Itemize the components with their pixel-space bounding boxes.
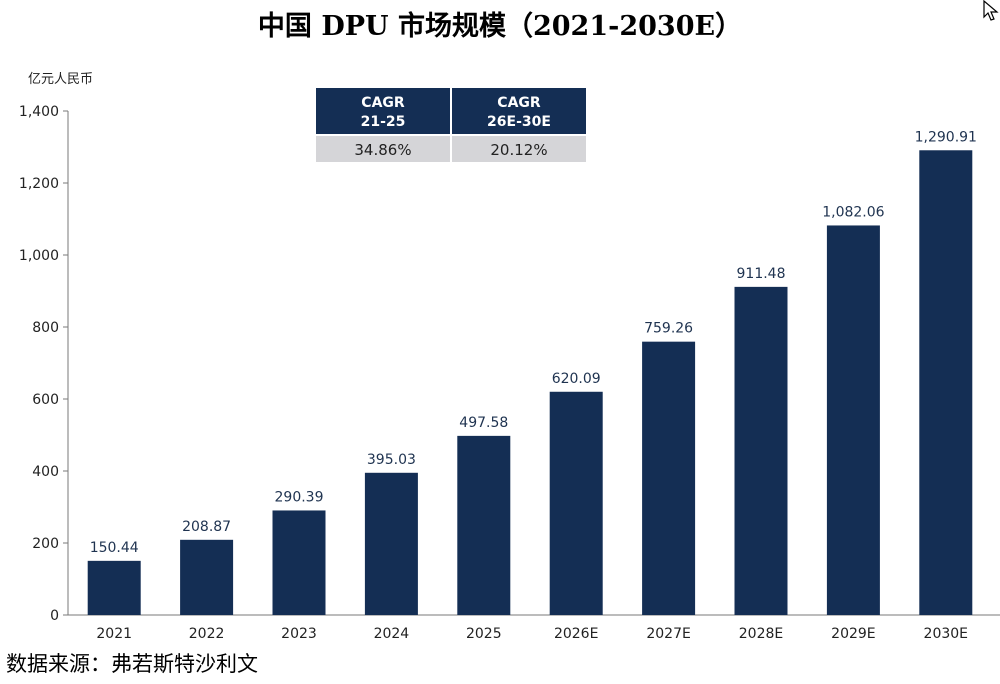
data-source-note: 数据来源：弗若斯特沙利文	[6, 652, 258, 676]
bar	[180, 539, 234, 615]
bar-value-label: 150.44	[90, 540, 139, 556]
y-axis-unit-label: 亿元人民币	[28, 72, 94, 87]
bar-value-label: 1,290.91	[915, 129, 977, 145]
chart-title: 中国 DPU 市场规模（2021-2030E）	[257, 11, 743, 42]
mouse-cursor-icon	[983, 0, 999, 21]
cagr-header-line2: 26E-30E	[487, 114, 551, 130]
x-tick-label: 2029E	[831, 626, 875, 642]
bar	[734, 286, 788, 615]
bar	[642, 341, 696, 615]
cagr-value-cell	[452, 136, 586, 162]
x-tick-label: 2030E	[924, 626, 968, 642]
bar	[826, 225, 880, 615]
y-tick-label: 0	[50, 608, 59, 624]
y-tick-label: 1,200	[19, 176, 59, 192]
y-tick-label: 1,000	[19, 248, 59, 264]
bar	[549, 391, 603, 615]
y-axis: 0 200 400 600 800 1,000 1,200 1,400	[19, 104, 69, 624]
cagr-header-line1: CAGR	[497, 95, 541, 111]
x-tick-label: 2027E	[646, 626, 690, 642]
y-tick-label: 800	[32, 320, 59, 336]
bar-value-label: 759.26	[644, 321, 693, 337]
x-tick-label: 2028E	[739, 626, 783, 642]
cagr-value-cell	[316, 136, 450, 162]
bar	[364, 472, 418, 615]
y-tick-label: 200	[32, 536, 59, 552]
x-tick-label: 2022	[189, 626, 225, 642]
cagr-header-line2: 21-25	[361, 114, 406, 130]
bar	[457, 435, 511, 615]
y-tick-label: 1,400	[19, 104, 59, 120]
bar-value-label: 395.03	[367, 452, 416, 468]
x-tick-label: 2024	[374, 626, 410, 642]
bar-value-label: 1,082.06	[822, 204, 884, 220]
bars: 150.44 208.87 290.39 395.03 497.58 620.09 759.…	[87, 129, 977, 615]
cagr-value: 34.86%	[354, 141, 411, 159]
x-axis: 2021 2022 2023 2024 2025 2026E 2027E 2028E 2029E…	[68, 614, 1000, 642]
bar-value-label: 290.39	[275, 489, 324, 505]
cagr-header-cell	[452, 88, 586, 134]
cagr-header-line1: CAGR	[361, 95, 405, 111]
x-tick-label: 2023	[281, 626, 317, 642]
bar-value-label: 911.48	[737, 266, 786, 282]
x-tick-label: 2026E	[554, 626, 598, 642]
bar	[87, 560, 141, 615]
x-tick-label: 2025	[466, 626, 502, 642]
x-tick-label: 2021	[96, 626, 132, 642]
cagr-table: CAGR 21-25 34.86% CAGR 26E-30E 20.12%	[316, 88, 586, 162]
cagr-header-cell	[316, 88, 450, 134]
bar-value-label: 208.87	[182, 519, 231, 535]
bar	[272, 510, 326, 615]
y-tick-label: 400	[32, 464, 59, 480]
bar-value-label: 620.09	[552, 371, 601, 387]
bar	[919, 150, 973, 615]
cagr-value: 20.12%	[490, 141, 547, 159]
y-tick-label: 600	[32, 392, 59, 408]
bar-value-label: 497.58	[459, 415, 508, 431]
